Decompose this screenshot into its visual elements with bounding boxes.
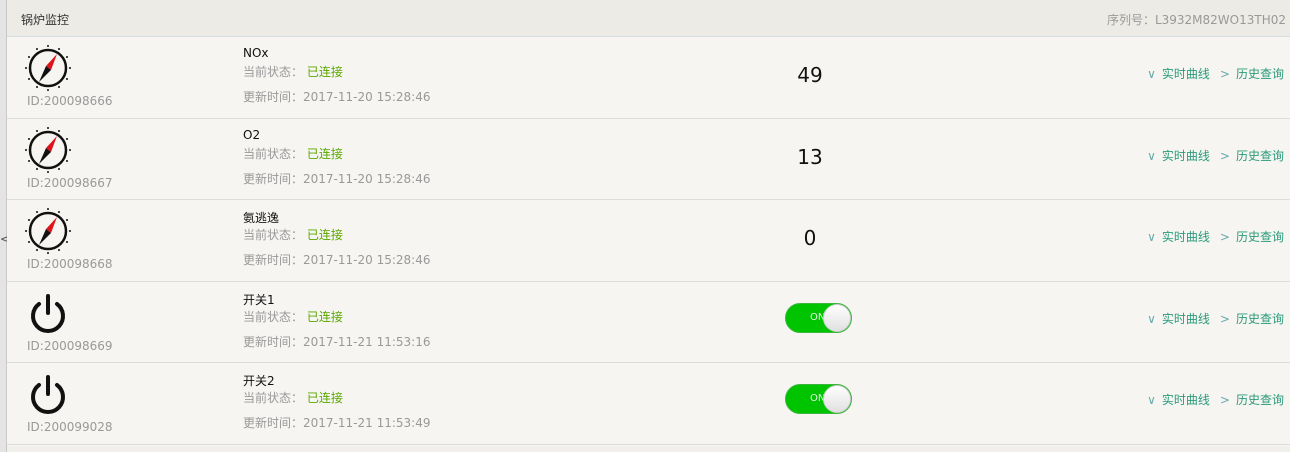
status-value: 已连接 <box>306 309 343 324</box>
compass-icon <box>23 43 73 93</box>
history-query-link[interactable]: 历史查询 <box>1235 311 1284 326</box>
status-value: 已连接 <box>306 228 343 243</box>
status-label: 当前状态： <box>243 146 304 161</box>
status-label: 当前状态： <box>243 309 304 324</box>
power-icon <box>23 369 73 419</box>
realtime-curve-link[interactable]: 实时曲线 <box>1161 311 1210 326</box>
history-query-link[interactable]: 历史查询 <box>1235 148 1284 163</box>
row-links: ∨ 实时曲线 > 历史查询 <box>1141 228 1284 245</box>
device-id: ID:200098667 <box>27 175 113 190</box>
row-links: ∨ 实时曲线 > 历史查询 <box>1141 147 1284 164</box>
chevron-right-icon: > <box>1219 67 1230 81</box>
device-name: NOx <box>243 46 269 60</box>
device-status: 当前状态： 已连接 <box>243 389 343 406</box>
device-id: ID:200098668 <box>27 257 113 272</box>
row-links: ∨ 实时曲线 > 历史查询 <box>1141 65 1284 82</box>
status-label: 当前状态： <box>243 391 304 406</box>
time-label: 更新时间： <box>243 90 304 104</box>
toggle-knob[interactable] <box>823 385 851 414</box>
device-row: ID:200099028 开关2 当前状态： 已连接 更新时间：2017-11-… <box>7 363 1290 445</box>
history-query-link[interactable]: 历史查询 <box>1235 393 1284 408</box>
device-status: 当前状态： 已连接 <box>243 226 343 243</box>
update-time: 更新时间：2017-11-21 11:53:16 <box>243 333 430 350</box>
status-label: 当前状态： <box>243 228 304 243</box>
time-value: 2017-11-21 11:53:49 <box>303 416 431 431</box>
realtime-curve-link[interactable]: 实时曲线 <box>1161 148 1210 163</box>
row-links: ∨ 实时曲线 > 历史查询 <box>1141 310 1284 327</box>
panel-header: 锅炉监控 序列号：L3932M82WO13TH02 <box>7 0 1290 37</box>
time-value: 2017-11-21 11:53:16 <box>303 334 431 349</box>
time-label: 更新时间： <box>243 334 304 349</box>
time-value: 2017-11-20 15:28:46 <box>303 171 431 186</box>
device-status: 当前状态： 已连接 <box>243 145 343 162</box>
realtime-curve-link[interactable]: 实时曲线 <box>1161 230 1210 245</box>
time-value: 2017-11-20 15:28:46 <box>303 253 431 268</box>
status-value: 已连接 <box>306 391 343 406</box>
device-id: ID:200099028 <box>27 420 113 435</box>
toggle-knob[interactable] <box>823 303 851 332</box>
device-row: ID:200098669 开关1 当前状态： 已连接 更新时间：2017-11-… <box>7 282 1290 364</box>
power-icon <box>23 288 73 338</box>
status-label: 当前状态： <box>243 65 304 79</box>
update-time: 更新时间：2017-11-20 15:28:46 <box>243 88 430 105</box>
device-row: ID:200098667 O2 当前状态： 已连接 更新时间：2017-11-2… <box>7 119 1290 201</box>
compass-icon <box>23 206 73 256</box>
time-label: 更新时间： <box>243 416 304 431</box>
switch-toggle[interactable]: ON <box>785 302 852 333</box>
history-query-link[interactable]: 历史查询 <box>1235 230 1284 245</box>
device-id: ID:200098669 <box>27 338 113 353</box>
status-value: 已连接 <box>306 146 343 161</box>
serial-number: 序列号：L3932M82WO13TH02 <box>1106 13 1286 27</box>
chevron-down-icon: ∨ <box>1147 393 1156 408</box>
collapse-arrow-icon[interactable]: < <box>0 232 11 246</box>
update-time: 更新时间：2017-11-20 15:28:46 <box>243 170 430 187</box>
sensor-value: 13 <box>797 144 823 169</box>
device-row: ID:200098666 NOx 当前状态： 已连接 更新时间：2017-11-… <box>7 37 1290 119</box>
time-value: 2017-11-20 15:28:46 <box>303 90 431 104</box>
switch-toggle[interactable]: ON <box>785 384 852 415</box>
boiler-monitor-panel: 锅炉监控 序列号：L3932M82WO13TH02 ID:200098666 N… <box>7 0 1290 446</box>
sensor-value: 49 <box>797 63 823 87</box>
device-name: 氨逃逸 <box>243 211 280 226</box>
device-status: 当前状态： 已连接 <box>243 63 343 80</box>
time-label: 更新时间： <box>243 171 304 186</box>
sensor-value: 0 <box>803 226 817 251</box>
toggle-label: ON <box>810 393 826 405</box>
status-value: 已连接 <box>306 65 343 79</box>
realtime-curve-link[interactable]: 实时曲线 <box>1161 393 1210 408</box>
chevron-down-icon: ∨ <box>1147 67 1156 81</box>
update-time: 更新时间：2017-11-21 11:53:49 <box>243 414 430 431</box>
device-row: ID:200098668 氨逃逸 当前状态： 已连接 更新时间：2017-11-… <box>7 200 1290 282</box>
device-name: 开关2 <box>243 374 275 389</box>
realtime-curve-link[interactable]: 实时曲线 <box>1161 67 1210 81</box>
chevron-right-icon: > <box>1219 311 1230 326</box>
chevron-down-icon: ∨ <box>1147 148 1156 163</box>
row-links: ∨ 实时曲线 > 历史查询 <box>1141 391 1284 408</box>
device-name: 开关1 <box>243 292 275 307</box>
chevron-right-icon: > <box>1219 148 1230 163</box>
history-query-link[interactable]: 历史查询 <box>1235 67 1284 81</box>
device-status: 当前状态： 已连接 <box>243 308 343 325</box>
time-label: 更新时间： <box>243 253 304 268</box>
device-id: ID:200098666 <box>27 94 113 108</box>
left-scrollbar[interactable]: < <box>0 0 11 452</box>
device-name: O2 <box>243 127 261 142</box>
toggle-label: ON <box>810 311 826 323</box>
chevron-down-icon: ∨ <box>1147 311 1156 326</box>
chevron-right-icon: > <box>1219 393 1230 408</box>
compass-icon <box>23 125 73 175</box>
chevron-down-icon: ∨ <box>1147 230 1156 245</box>
panel-title: 锅炉监控 <box>21 13 70 27</box>
update-time: 更新时间：2017-11-20 15:28:46 <box>243 251 430 268</box>
chevron-right-icon: > <box>1219 230 1230 245</box>
